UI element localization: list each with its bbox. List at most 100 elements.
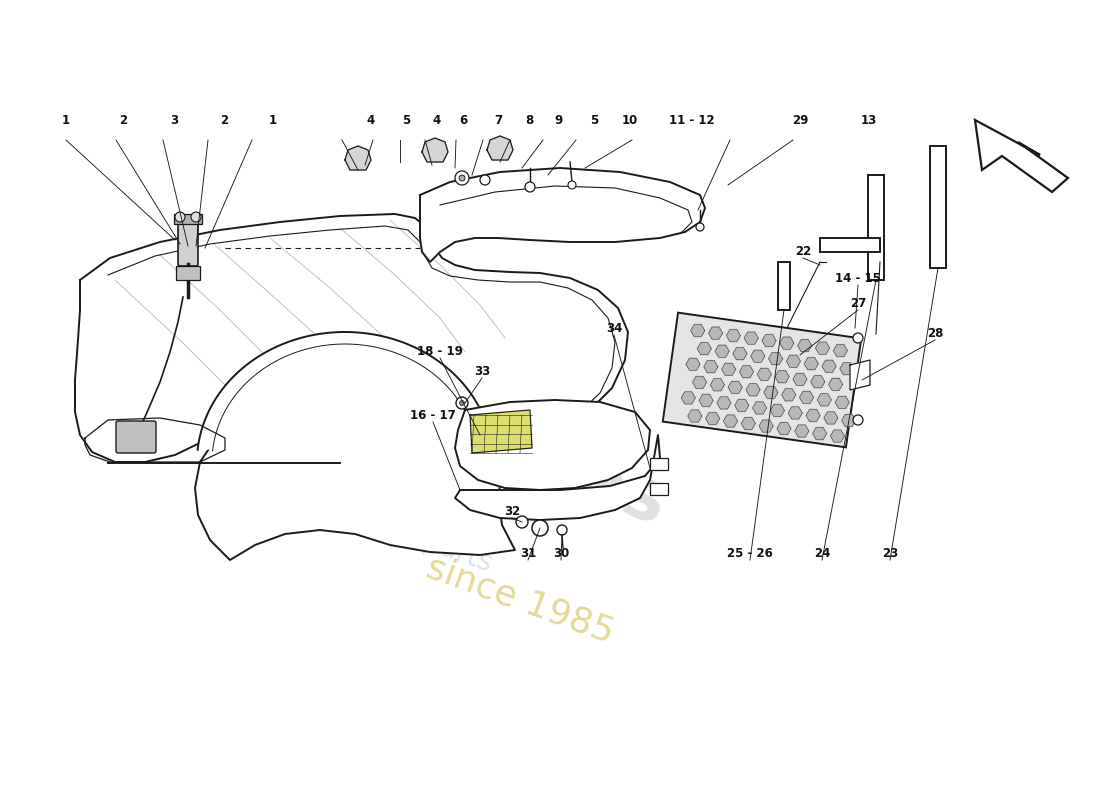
Polygon shape: [724, 415, 737, 427]
Bar: [650, 483, 668, 495]
Text: 7: 7: [494, 114, 503, 127]
Bar: [176, 266, 200, 280]
Polygon shape: [789, 407, 802, 419]
Polygon shape: [769, 353, 782, 365]
Polygon shape: [782, 389, 795, 401]
Text: 13: 13: [861, 114, 877, 127]
Polygon shape: [697, 342, 712, 354]
Bar: [820, 238, 880, 252]
Polygon shape: [798, 339, 812, 352]
Text: 2: 2: [220, 114, 229, 127]
Circle shape: [455, 171, 469, 185]
Polygon shape: [745, 332, 758, 344]
Polygon shape: [850, 360, 870, 390]
Text: 25 - 26: 25 - 26: [727, 547, 773, 560]
Text: 10: 10: [623, 114, 638, 127]
Polygon shape: [455, 400, 650, 490]
Text: 8: 8: [525, 114, 533, 127]
Bar: [778, 262, 790, 310]
Bar: [650, 458, 668, 470]
Polygon shape: [704, 361, 718, 373]
Polygon shape: [422, 138, 448, 162]
Polygon shape: [198, 332, 488, 450]
Polygon shape: [455, 435, 660, 520]
Polygon shape: [688, 410, 702, 422]
Text: 5: 5: [590, 114, 598, 127]
Polygon shape: [717, 397, 730, 409]
Polygon shape: [817, 394, 832, 406]
Text: 22: 22: [795, 245, 811, 258]
Polygon shape: [739, 366, 754, 378]
Text: 1: 1: [268, 114, 277, 127]
Polygon shape: [793, 374, 807, 386]
Polygon shape: [975, 120, 1068, 192]
Polygon shape: [757, 368, 771, 380]
Polygon shape: [806, 410, 821, 422]
Circle shape: [516, 516, 528, 528]
Circle shape: [696, 223, 704, 231]
Text: since 1985: since 1985: [421, 550, 618, 650]
Polygon shape: [691, 325, 705, 337]
Polygon shape: [813, 427, 826, 440]
Polygon shape: [746, 384, 760, 396]
Text: a passion for parts: a passion for parts: [243, 462, 496, 578]
Text: 2: 2: [119, 114, 128, 127]
Text: 11 - 12: 11 - 12: [669, 114, 715, 127]
Polygon shape: [722, 363, 736, 375]
Polygon shape: [345, 146, 371, 170]
Text: 4: 4: [366, 114, 375, 127]
Text: 9: 9: [554, 114, 563, 127]
Bar: [930, 146, 946, 268]
Polygon shape: [780, 337, 794, 349]
Circle shape: [480, 175, 490, 185]
Polygon shape: [708, 327, 723, 339]
Circle shape: [557, 525, 566, 535]
Polygon shape: [770, 404, 784, 417]
Polygon shape: [824, 412, 838, 424]
Circle shape: [532, 520, 548, 536]
Polygon shape: [834, 345, 847, 357]
Text: 24: 24: [814, 547, 830, 560]
Circle shape: [852, 415, 864, 425]
Polygon shape: [815, 342, 829, 354]
Polygon shape: [728, 382, 743, 394]
Polygon shape: [828, 378, 843, 390]
Bar: [174, 214, 202, 224]
Text: 27: 27: [850, 297, 866, 310]
Polygon shape: [759, 420, 773, 432]
Text: 5: 5: [402, 114, 410, 127]
Text: 4: 4: [432, 114, 441, 127]
Text: 23: 23: [882, 547, 898, 560]
Polygon shape: [75, 214, 628, 560]
Text: 16 - 17: 16 - 17: [410, 409, 455, 422]
Circle shape: [525, 182, 535, 192]
Text: 1: 1: [62, 114, 70, 127]
Polygon shape: [686, 358, 700, 370]
Text: 34: 34: [606, 322, 623, 335]
Polygon shape: [420, 168, 705, 262]
Polygon shape: [811, 376, 825, 388]
Polygon shape: [763, 386, 778, 398]
Text: 18 - 19: 18 - 19: [417, 345, 463, 358]
Polygon shape: [681, 392, 695, 404]
Polygon shape: [751, 350, 764, 362]
Text: 30: 30: [553, 547, 569, 560]
Circle shape: [852, 333, 864, 343]
Polygon shape: [735, 399, 749, 411]
Circle shape: [175, 212, 185, 222]
Polygon shape: [752, 402, 767, 414]
Polygon shape: [662, 313, 861, 447]
Bar: [868, 175, 884, 280]
FancyBboxPatch shape: [178, 218, 198, 266]
Circle shape: [459, 175, 465, 181]
Polygon shape: [800, 391, 814, 403]
Polygon shape: [830, 430, 845, 442]
FancyBboxPatch shape: [116, 421, 156, 453]
Polygon shape: [711, 378, 725, 391]
Polygon shape: [822, 360, 836, 372]
Polygon shape: [840, 362, 854, 374]
Text: 32: 32: [504, 505, 520, 518]
Polygon shape: [733, 348, 747, 360]
Text: 33: 33: [474, 365, 491, 378]
Text: 3: 3: [169, 114, 178, 127]
